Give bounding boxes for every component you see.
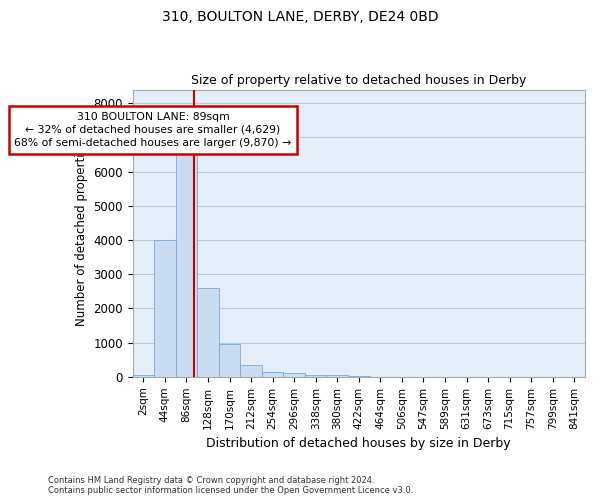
Bar [262,372,283,377]
Bar [283,373,305,377]
Bar [154,240,176,377]
Text: 310, BOULTON LANE, DERBY, DE24 0BD: 310, BOULTON LANE, DERBY, DE24 0BD [161,10,439,24]
Bar [133,375,154,377]
Y-axis label: Number of detached properties: Number of detached properties [74,140,88,326]
Bar [197,288,219,377]
Bar [241,365,262,377]
Bar [219,344,241,377]
Title: Size of property relative to detached houses in Derby: Size of property relative to detached ho… [191,74,526,87]
X-axis label: Distribution of detached houses by size in Derby: Distribution of detached houses by size … [206,437,511,450]
Bar [305,375,326,377]
Bar [326,375,348,377]
Text: 310 BOULTON LANE: 89sqm
← 32% of detached houses are smaller (4,629)
68% of semi: 310 BOULTON LANE: 89sqm ← 32% of detache… [14,112,292,148]
Text: Contains HM Land Registry data © Crown copyright and database right 2024.
Contai: Contains HM Land Registry data © Crown c… [48,476,413,495]
Bar [176,153,197,377]
